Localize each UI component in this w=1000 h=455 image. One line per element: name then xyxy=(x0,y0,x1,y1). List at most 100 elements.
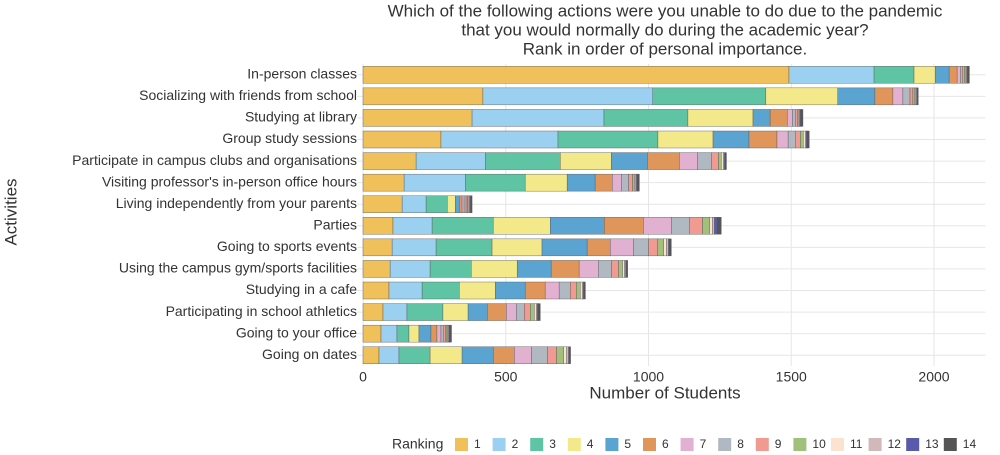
bar-segment xyxy=(967,66,970,84)
bar-segment xyxy=(594,173,613,192)
bar-segment xyxy=(431,217,494,235)
bar-segment xyxy=(362,260,391,278)
bar-segment xyxy=(787,109,793,127)
bar-segment xyxy=(934,66,950,84)
legend-swatch xyxy=(492,438,506,451)
legend-label: 3 xyxy=(549,437,556,451)
bar-segment xyxy=(392,217,433,235)
legend-swatch xyxy=(643,438,656,451)
bar-segment xyxy=(714,217,718,235)
bar-segment xyxy=(389,260,431,278)
bar-segment xyxy=(913,66,936,84)
y-tick-label: Using the campus gym/sports facilities xyxy=(119,260,357,276)
bar-segment xyxy=(524,173,568,192)
bar-segment xyxy=(769,109,788,127)
bar-segment xyxy=(687,109,754,127)
bar-segment xyxy=(461,195,465,213)
y-tick-label: Living independently from your parents xyxy=(116,195,357,211)
bar-segment xyxy=(362,281,390,300)
bar-segment xyxy=(550,260,580,278)
bar-segment xyxy=(748,130,778,149)
bar-segment xyxy=(618,260,623,278)
bar-segment xyxy=(628,173,633,192)
legend-label: 4 xyxy=(587,437,594,451)
bar-segment xyxy=(435,238,493,257)
bar-segment xyxy=(702,217,710,235)
bar-segment xyxy=(570,281,577,300)
bar-segment xyxy=(429,346,463,364)
bar-segment xyxy=(956,66,961,84)
legend-label: 2 xyxy=(512,437,519,451)
bar-segment xyxy=(425,195,448,213)
bar-segment xyxy=(892,87,904,106)
bar-segment xyxy=(391,238,437,257)
bar-segment xyxy=(401,195,427,213)
bar-segment xyxy=(362,195,403,213)
bar-segment xyxy=(666,238,669,257)
bar-segment xyxy=(612,173,622,192)
bar-segment xyxy=(603,109,689,127)
chart-title: that you would normally do during the ac… xyxy=(461,20,868,39)
legend-swatch xyxy=(906,438,920,451)
bar-segment xyxy=(550,217,605,235)
bar-segment xyxy=(711,152,719,170)
bar-segment xyxy=(524,303,531,321)
x-axis-title: Number of Students xyxy=(589,383,740,402)
bar-segment xyxy=(752,109,771,127)
bar-segment xyxy=(643,217,672,235)
bar-segment xyxy=(657,238,664,257)
bar-segment xyxy=(429,260,472,278)
bar-segment xyxy=(440,130,559,149)
bar-segment xyxy=(491,238,543,257)
bar-segment xyxy=(576,281,581,300)
bar-segment xyxy=(795,130,801,149)
bar-segment xyxy=(544,281,560,300)
bar-segment xyxy=(378,346,400,364)
bar-segment xyxy=(471,109,605,127)
chart-title: Which of the following actions were you … xyxy=(388,1,943,20)
bar-segment xyxy=(421,281,460,300)
bar-segment xyxy=(909,87,914,106)
y-tick-label: Visiting professor's in-person office ho… xyxy=(102,173,357,189)
bar-segment xyxy=(440,324,445,343)
bar-segment xyxy=(396,324,410,343)
bar-segment xyxy=(362,87,484,106)
bar-segment xyxy=(541,238,588,257)
bar-segment xyxy=(648,238,658,257)
legend-swatch xyxy=(793,438,807,451)
legend-label: 9 xyxy=(775,437,782,451)
legend-swatch xyxy=(567,438,581,451)
bar-segment xyxy=(482,87,653,106)
bar-segment xyxy=(626,260,628,278)
bar-segment xyxy=(362,217,394,235)
bar-segment xyxy=(800,109,804,127)
bar-segment xyxy=(459,195,463,213)
bar-segment xyxy=(557,130,659,149)
legend-label: 13 xyxy=(925,437,939,451)
legend-swatch xyxy=(680,438,694,451)
bar-segment xyxy=(560,152,612,170)
bar-segment xyxy=(633,238,649,257)
bar-segment xyxy=(788,66,875,84)
bar-segment xyxy=(558,281,571,300)
bar-segment xyxy=(647,152,680,170)
bar-segment xyxy=(709,217,713,235)
bar-segment xyxy=(471,260,518,278)
bar-segment xyxy=(362,130,442,149)
bar-segment xyxy=(800,130,804,149)
bar-segment xyxy=(569,346,571,364)
chart-title: Rank in order of personal importance. xyxy=(523,39,807,58)
bar-segment xyxy=(622,260,625,278)
legend-label: 5 xyxy=(624,437,631,451)
bar-segment xyxy=(598,260,612,278)
bar-segment xyxy=(563,346,567,364)
bar-segment xyxy=(415,152,486,170)
x-tick-label: 2000 xyxy=(918,369,949,385)
bar-segment xyxy=(362,346,380,364)
x-tick-label: 500 xyxy=(494,369,518,385)
y-tick-label: Socializing with friends from school xyxy=(139,87,357,103)
bar-segment xyxy=(436,324,442,343)
bar-segment xyxy=(652,87,767,106)
legend-swatch xyxy=(530,438,544,451)
